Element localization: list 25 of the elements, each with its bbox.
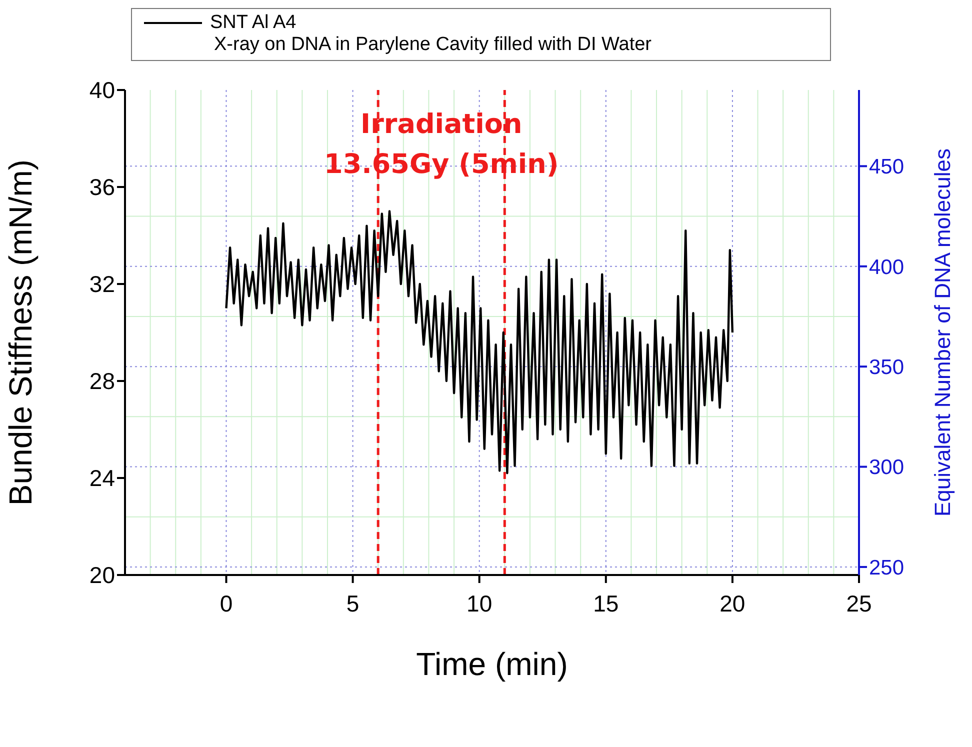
y2-axis-title: Equivalent Number of DNA molecules (930, 148, 955, 517)
y2-tick-label: 350 (869, 356, 904, 380)
y2-tick-label: 450 (869, 156, 904, 179)
x-tick-label: 5 (346, 590, 360, 616)
y-tick-label: 20 (89, 562, 115, 588)
y2-tick-label: 400 (869, 256, 904, 279)
y2-tick-label: 250 (869, 556, 904, 580)
x-axis-title: Time (min) (416, 646, 568, 682)
line-series (225, 210, 734, 474)
y-axis-title: Bundle Stiffness (mN/m) (2, 159, 38, 506)
y-tick-label: 36 (89, 174, 115, 200)
x-tick-label: 15 (593, 590, 619, 616)
y-tick-label: 24 (89, 465, 116, 492)
annotation: 13.65Gy (5min) (323, 148, 560, 182)
y-tick-label: 32 (89, 271, 115, 298)
legend-title: X-ray on DNA in Parylene Cavity filled with DI Water (214, 34, 653, 56)
annotation: Irradiation (360, 108, 524, 142)
x-tick-label: 0 (220, 590, 233, 616)
x-tick-label: 10 (466, 590, 492, 616)
y2-tick-label: 300 (869, 456, 904, 480)
y-tick-label: 28 (89, 368, 115, 394)
legend-label: SNT Al A4 (210, 12, 296, 34)
x-tick-label: 20 (720, 590, 746, 616)
x-tick-label: 25 (846, 590, 872, 616)
y-tick-label: 40 (89, 77, 115, 104)
